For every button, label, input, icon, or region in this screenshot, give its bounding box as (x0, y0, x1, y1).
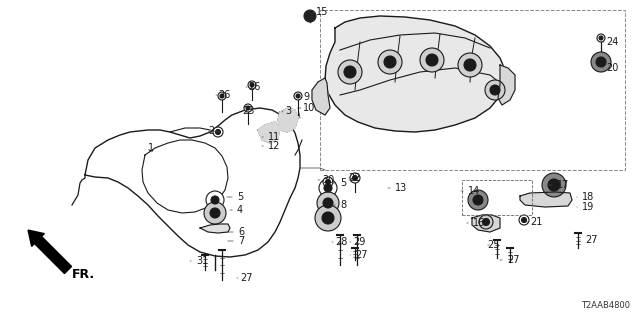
Circle shape (246, 106, 250, 110)
Text: 27: 27 (240, 273, 253, 283)
Circle shape (250, 83, 254, 87)
Circle shape (323, 198, 333, 208)
FancyArrow shape (28, 230, 72, 274)
Circle shape (378, 50, 402, 74)
Text: 31: 31 (196, 256, 208, 266)
Circle shape (473, 195, 483, 205)
Text: 17: 17 (557, 180, 570, 190)
Text: 27: 27 (507, 255, 520, 265)
Text: 6: 6 (238, 227, 244, 237)
Text: 11: 11 (268, 132, 280, 142)
Text: 29: 29 (353, 237, 365, 247)
Circle shape (296, 94, 300, 98)
Text: 16: 16 (473, 218, 485, 228)
Circle shape (338, 60, 362, 84)
Circle shape (322, 212, 334, 224)
Circle shape (326, 180, 330, 185)
Text: 8: 8 (340, 200, 346, 210)
Text: 25: 25 (487, 240, 499, 250)
Text: 7: 7 (238, 236, 244, 246)
Circle shape (344, 66, 356, 78)
Polygon shape (258, 122, 280, 143)
Text: 22: 22 (348, 173, 360, 183)
Circle shape (216, 130, 221, 134)
Circle shape (206, 191, 224, 209)
Polygon shape (142, 140, 228, 213)
Circle shape (220, 94, 224, 98)
Text: 26: 26 (248, 82, 260, 92)
Text: 14: 14 (468, 186, 480, 196)
Text: 5: 5 (340, 178, 346, 188)
Circle shape (483, 219, 490, 226)
Text: 23: 23 (242, 106, 254, 116)
Circle shape (213, 127, 223, 137)
Circle shape (307, 13, 313, 19)
Circle shape (211, 196, 219, 204)
Circle shape (464, 59, 476, 71)
Text: 27: 27 (355, 250, 367, 260)
Circle shape (519, 215, 529, 225)
Polygon shape (312, 78, 330, 115)
Text: 1: 1 (148, 143, 154, 153)
Circle shape (317, 192, 339, 214)
Text: 4: 4 (237, 205, 243, 215)
Text: 3: 3 (285, 106, 291, 116)
Circle shape (294, 92, 302, 100)
Circle shape (548, 179, 560, 191)
Circle shape (353, 175, 358, 180)
Circle shape (596, 57, 606, 67)
Polygon shape (278, 108, 298, 132)
Circle shape (244, 104, 252, 112)
Text: 24: 24 (606, 37, 618, 47)
Circle shape (542, 173, 566, 197)
Circle shape (210, 208, 220, 218)
Circle shape (304, 10, 316, 22)
Text: 2: 2 (208, 126, 214, 136)
Circle shape (468, 190, 488, 210)
Text: 18: 18 (582, 192, 595, 202)
Circle shape (479, 215, 493, 229)
Text: 15: 15 (316, 7, 328, 17)
Circle shape (599, 36, 603, 40)
Text: FR.: FR. (72, 268, 95, 281)
Text: 28: 28 (335, 237, 348, 247)
Circle shape (522, 218, 527, 222)
Circle shape (591, 52, 611, 72)
Text: 20: 20 (606, 63, 618, 73)
Circle shape (319, 179, 337, 197)
Polygon shape (498, 65, 515, 105)
Circle shape (490, 85, 500, 95)
Text: 12: 12 (268, 141, 280, 151)
Text: 13: 13 (395, 183, 407, 193)
Polygon shape (325, 16, 505, 132)
Circle shape (204, 202, 226, 224)
Polygon shape (520, 192, 572, 207)
Circle shape (324, 184, 332, 192)
Polygon shape (200, 224, 230, 233)
Polygon shape (472, 215, 500, 232)
Circle shape (485, 80, 505, 100)
Circle shape (315, 205, 341, 231)
Text: 19: 19 (582, 202, 595, 212)
Text: 30: 30 (322, 175, 334, 185)
Bar (462, 180, 532, 215)
Circle shape (426, 54, 438, 66)
Circle shape (350, 173, 360, 183)
Text: 5: 5 (237, 192, 243, 202)
Text: T2AAB4800: T2AAB4800 (581, 301, 630, 310)
Circle shape (218, 92, 226, 100)
Circle shape (323, 177, 333, 187)
Circle shape (420, 48, 444, 72)
Circle shape (597, 34, 605, 42)
Bar (320, 10, 625, 170)
Circle shape (248, 81, 256, 89)
Text: 21: 21 (530, 217, 542, 227)
Text: 26: 26 (218, 90, 230, 100)
Text: 27: 27 (585, 235, 598, 245)
Text: 10: 10 (303, 103, 316, 113)
Text: 9: 9 (303, 92, 309, 102)
Circle shape (458, 53, 482, 77)
Circle shape (384, 56, 396, 68)
